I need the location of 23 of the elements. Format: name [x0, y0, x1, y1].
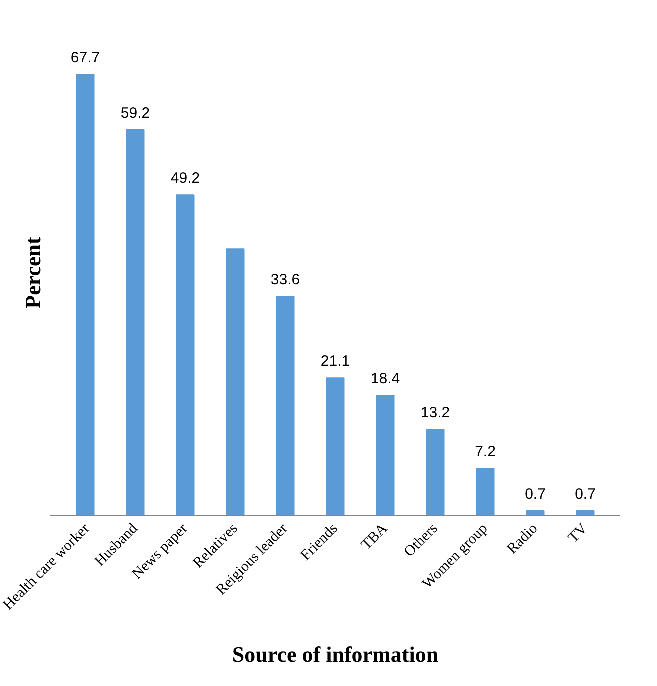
x-tick-label: TV [566, 520, 592, 546]
data-label: 0.7 [575, 486, 596, 503]
data-label: 13.2 [420, 404, 450, 422]
data-label: 7.2 [475, 444, 496, 461]
bar [476, 468, 495, 516]
bar [276, 296, 295, 516]
data-label: 49.2 [170, 170, 200, 188]
data-label: 59.2 [120, 104, 150, 122]
bar [176, 194, 195, 516]
data-label: 33.6 [270, 272, 300, 289]
data-label: 21.1 [320, 353, 350, 370]
data-label: 18.4 [370, 370, 400, 388]
bar [326, 378, 345, 516]
bar [426, 429, 445, 516]
data-label: 67.7 [70, 50, 100, 67]
bar [376, 395, 395, 516]
y-axis-title: Percent [20, 236, 46, 309]
bar [126, 129, 145, 516]
x-tick-label: TBA [358, 520, 392, 554]
bar [226, 248, 245, 516]
data-label: 0.7 [525, 486, 546, 503]
bar [76, 74, 95, 516]
x-axis-title: Source of information [232, 642, 439, 668]
